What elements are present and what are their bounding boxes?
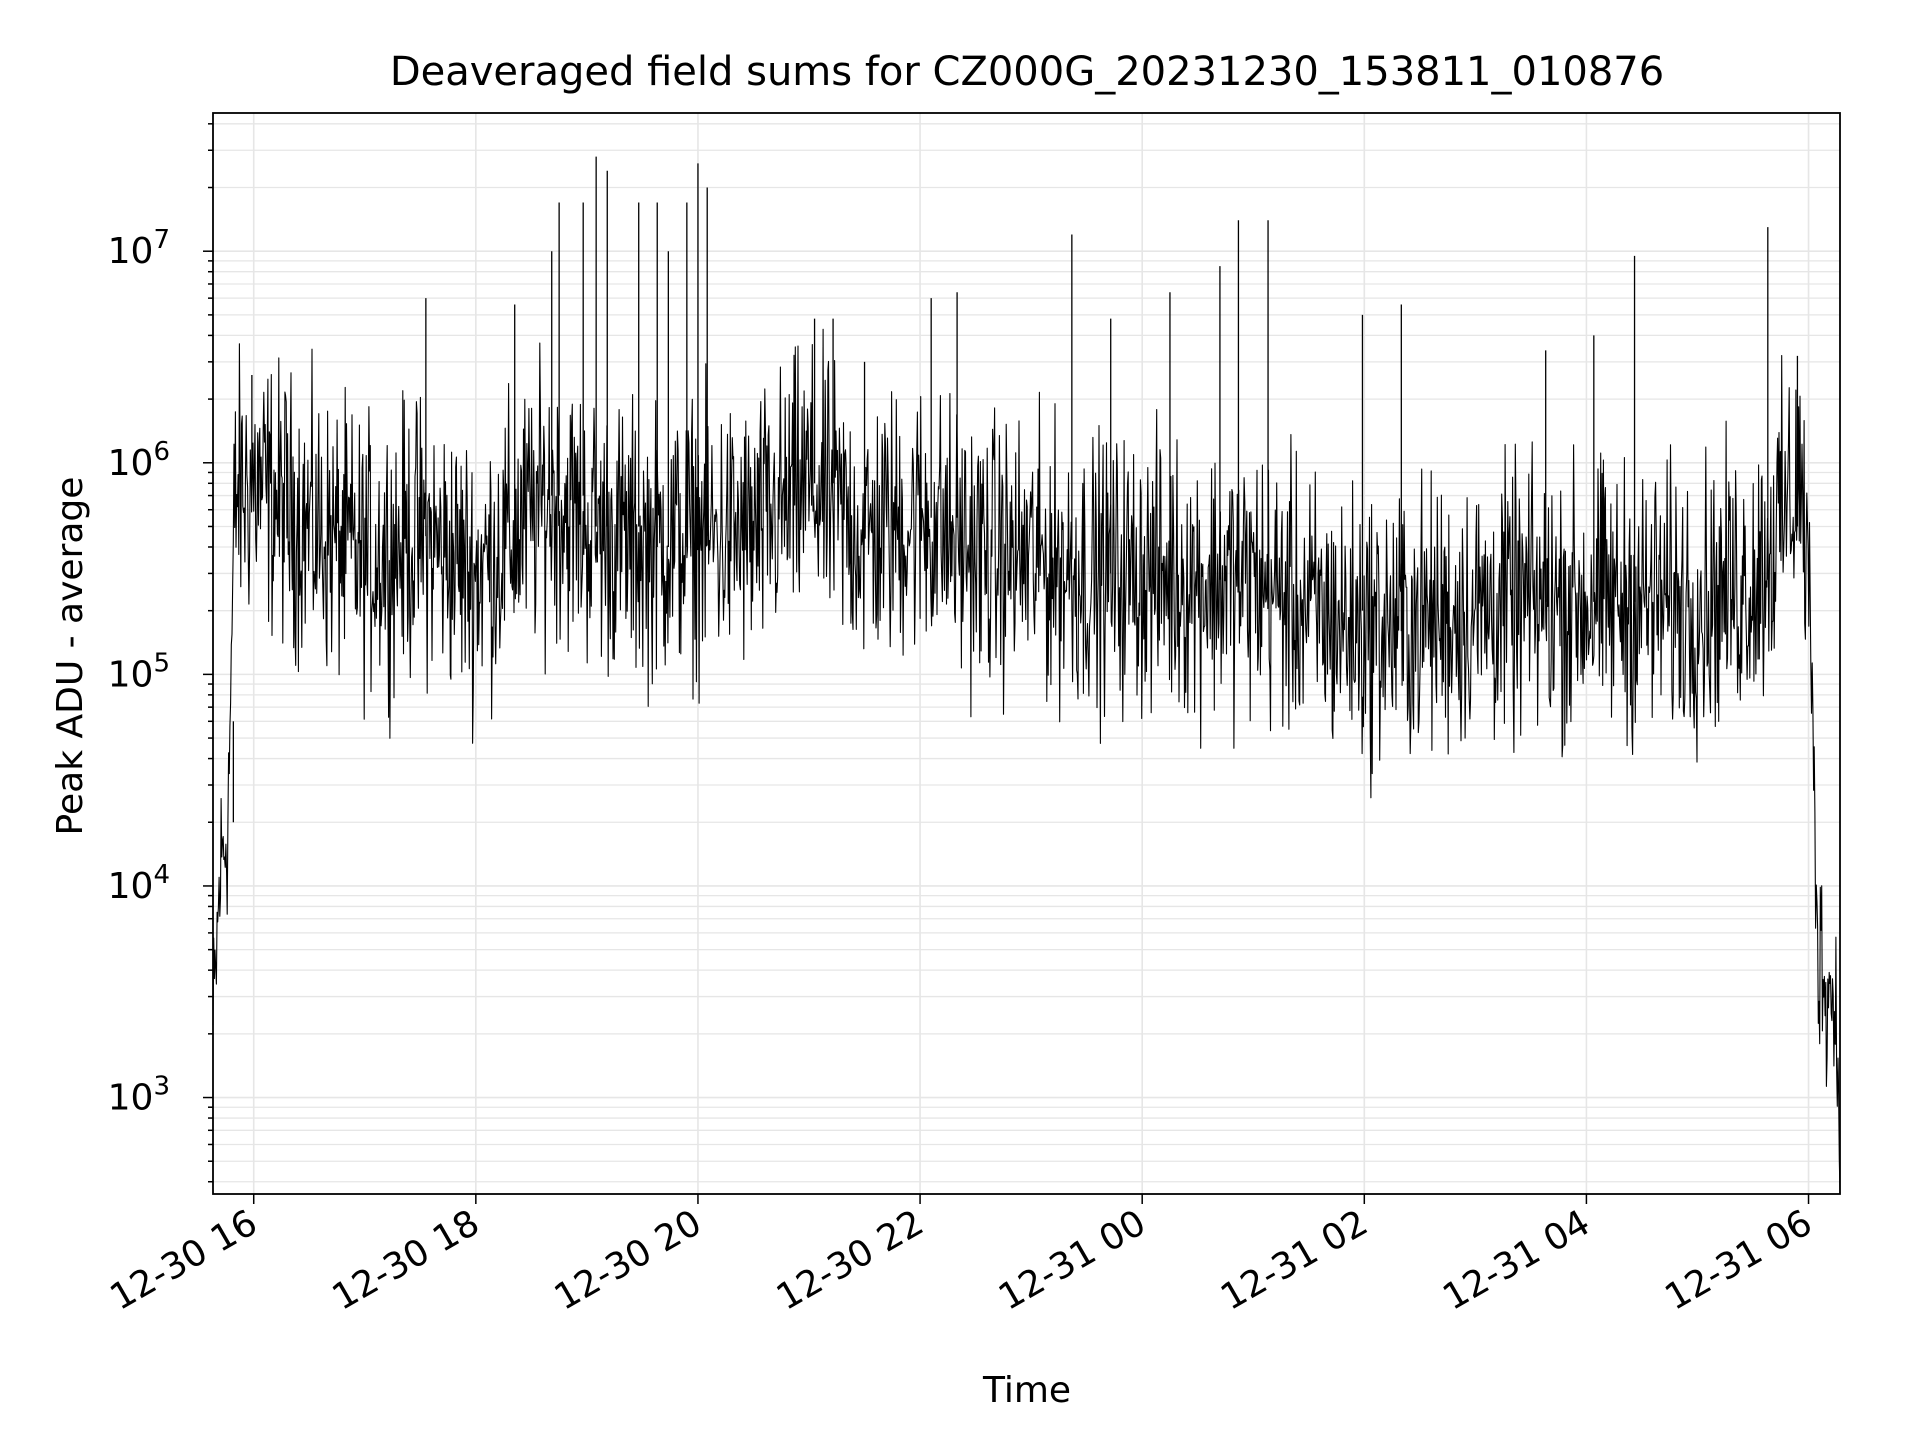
y-tick-label: 107	[108, 225, 170, 272]
y-tick-label: 106	[108, 437, 170, 484]
y-tick-label: 103	[108, 1072, 170, 1119]
grid	[213, 113, 1840, 1194]
plot-frame	[212, 112, 1841, 1195]
chart-title: Deaveraged field sums for CZ000G_2023123…	[390, 49, 1664, 95]
spike-layer	[232, 156, 1799, 823]
y-tick-label: 104	[108, 860, 170, 907]
x-axis-label: Time	[982, 1370, 1071, 1411]
series-line	[212, 328, 1841, 1195]
y-axis-label: Peak ADU - average	[50, 477, 91, 836]
y-tick-label: 105	[108, 648, 170, 695]
